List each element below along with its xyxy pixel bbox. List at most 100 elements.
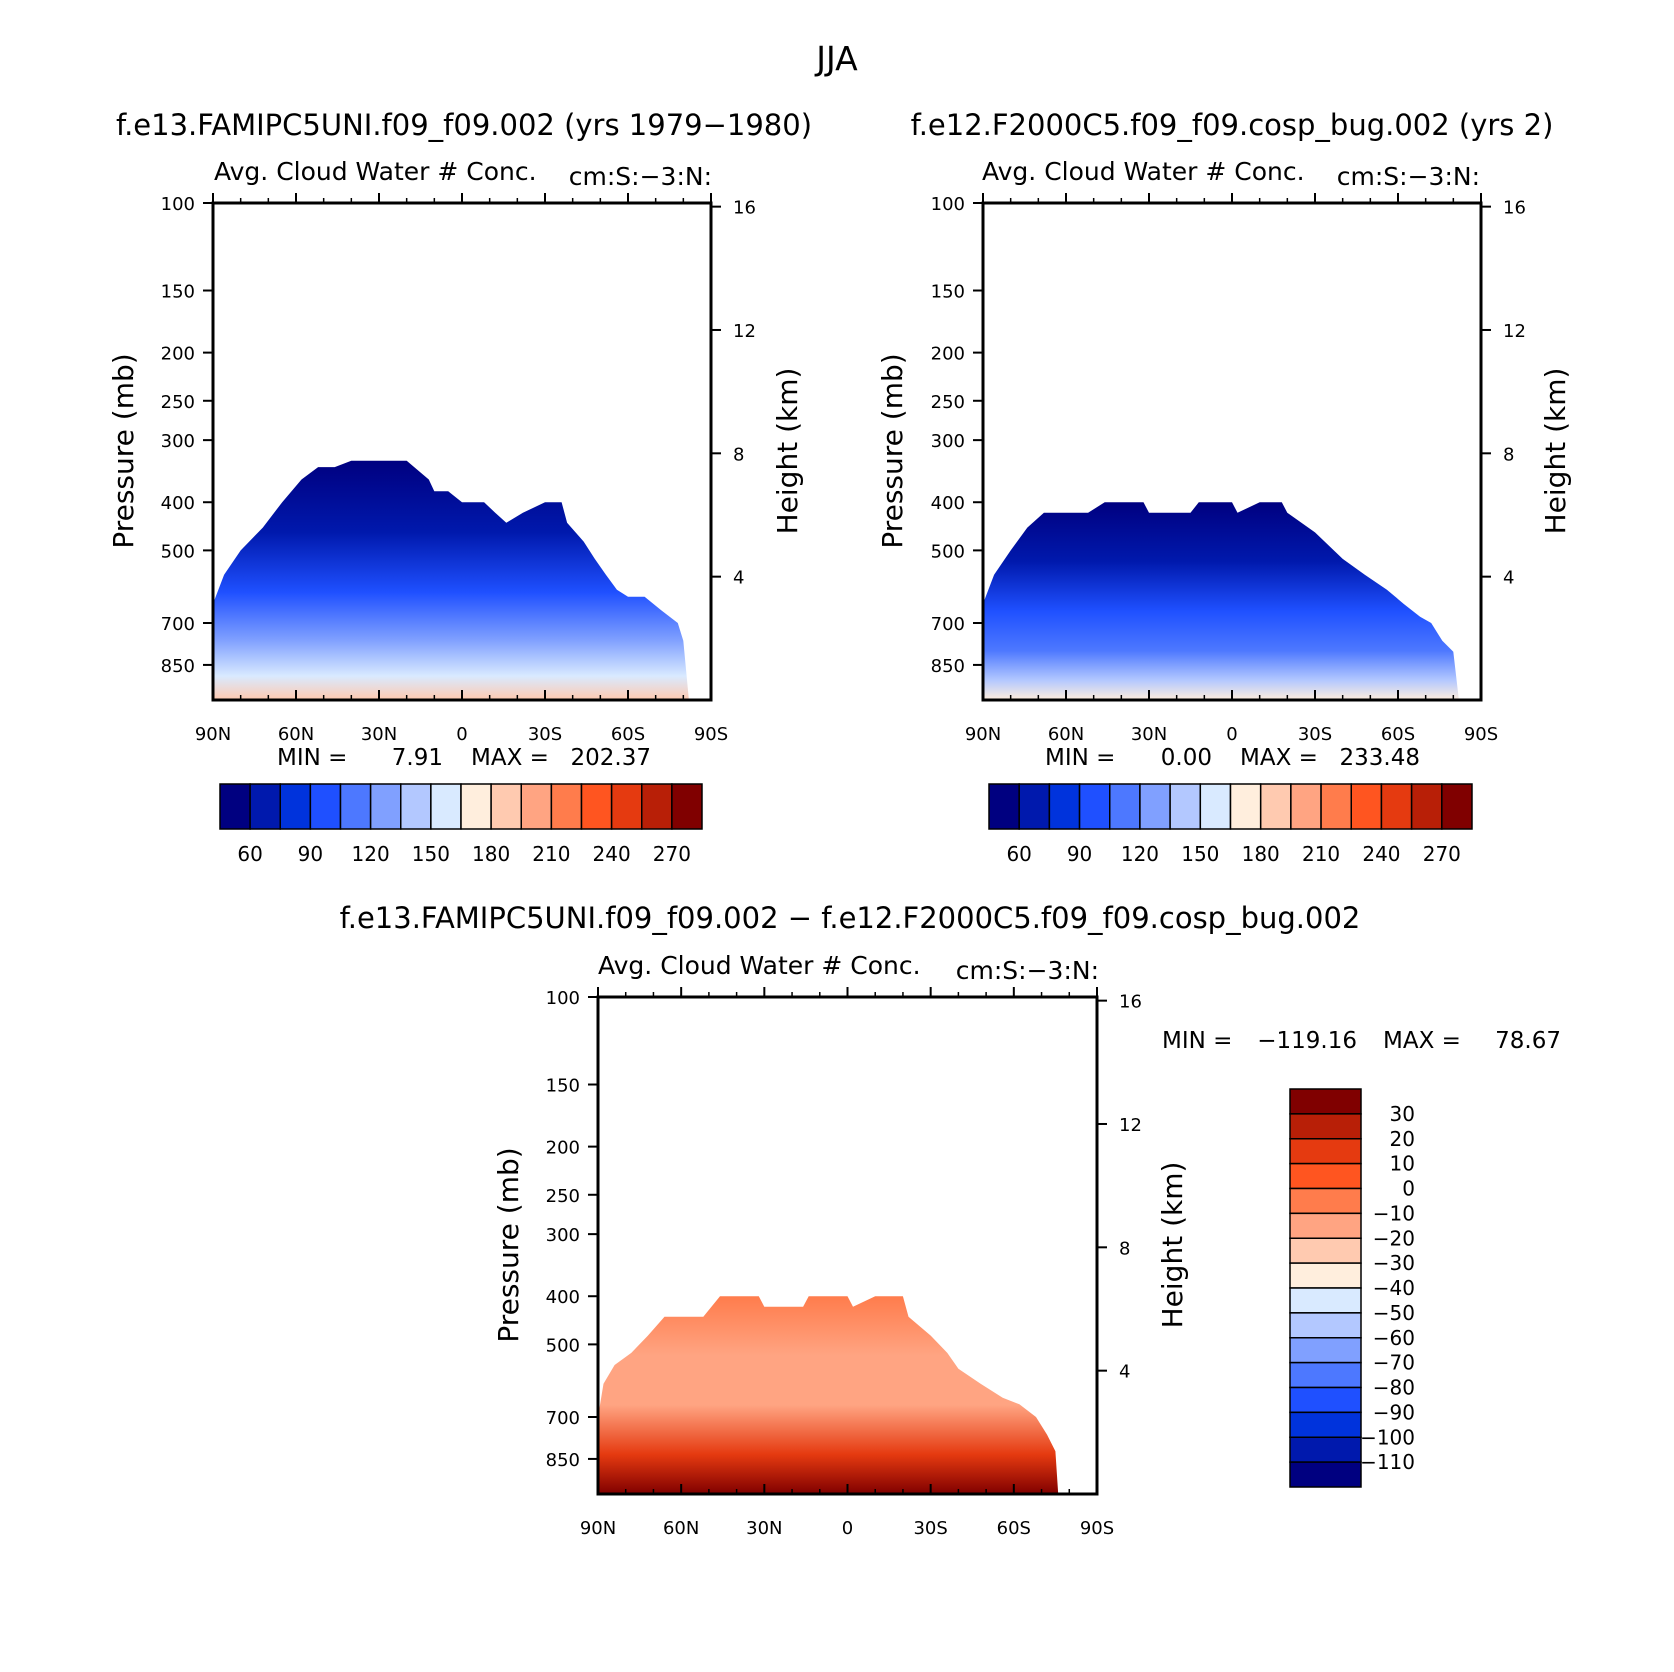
colorbar-label: −90 <box>1373 1400 1415 1424</box>
y-tick-label: 100 <box>161 194 195 215</box>
colorbar-box <box>1078 783 1111 830</box>
colorbar-label: 240 <box>593 842 631 866</box>
panel-top-right: f.e12.F2000C5.f09_f09.cosp_bug.002 (yrs … <box>876 108 1572 866</box>
x-tick-label: 90S <box>694 724 728 745</box>
colorbar-label: 90 <box>1067 842 1092 866</box>
y-tick-label: 500 <box>546 1335 580 1356</box>
y2-tick-label: 16 <box>1503 198 1526 219</box>
y2-tick-label: 16 <box>1119 992 1142 1013</box>
colorbar-box <box>1259 783 1292 830</box>
min-value: 0.00 <box>1161 745 1212 771</box>
max-value: 78.67 <box>1495 1028 1561 1054</box>
y-tick-label: 500 <box>161 541 195 562</box>
colorbar-label: 60 <box>237 842 262 866</box>
field-subtitle: Avg. Cloud Water # Conc. <box>982 157 1305 186</box>
colorbar-label: 10 <box>1390 1152 1415 1176</box>
colorbar-box <box>1289 1287 1362 1314</box>
x-tick-label: 30S <box>528 724 562 745</box>
max-value: 233.48 <box>1340 745 1420 771</box>
y-tick-label: 250 <box>546 1186 580 1207</box>
x-tick-label: 30S <box>1298 724 1332 745</box>
colorbar-box <box>309 783 342 830</box>
y-axis-label: Pressure (mb) <box>107 353 140 548</box>
colorbar-label: −60 <box>1373 1326 1415 1350</box>
case-title: f.e13.FAMIPC5UNI.f09_f09.002 − f.e12.F20… <box>340 901 1361 935</box>
data-region <box>598 1296 1059 1494</box>
field-subtitle: Avg. Cloud Water # Conc. <box>598 951 921 980</box>
colorbar-box <box>1289 1162 1362 1190</box>
y-tick-label: 150 <box>931 282 965 303</box>
colorbar-label: 30 <box>1390 1102 1415 1126</box>
ticks: 90N 60N 30N 0 30S 60S 90S 100 150 200 250 300 400 500… <box>546 987 1142 1539</box>
plot-area: 90N 60N 30N 0 30S 60S 90S 100 150 200 250 300 400 500… <box>931 193 1526 745</box>
colorbar-label: −70 <box>1373 1351 1415 1375</box>
y2-tick-label: 8 <box>733 444 744 465</box>
x-tick-label: 30N <box>746 1518 782 1539</box>
colorbar-box <box>1199 783 1232 830</box>
colorbar-box <box>1320 783 1352 830</box>
x-tick-label: 90N <box>965 724 1001 745</box>
x-tick-label: 90N <box>195 724 231 745</box>
colorbar-label: 150 <box>1181 842 1219 866</box>
colorbar: 60 90 120 150 180 210 240 270 <box>988 783 1473 866</box>
colorbar-box <box>610 783 643 830</box>
plot-area: 90N 60N 30N 0 30S 60S 90S 100 150 200 250 300 400 500… <box>546 987 1142 1539</box>
y-tick-label: 250 <box>931 392 965 413</box>
x-tick-label: 60N <box>1048 724 1084 745</box>
colorbar-box <box>1410 783 1443 830</box>
colorbar-label: −100 <box>1360 1425 1415 1449</box>
colorbar-label: −40 <box>1373 1276 1415 1300</box>
colorbar-box <box>400 783 432 830</box>
x-tick-label: 30N <box>361 724 397 745</box>
data-fill <box>983 502 1459 700</box>
colorbar-box <box>1289 1237 1362 1264</box>
max-label: MAX = <box>1240 745 1318 771</box>
colorbar-box <box>1289 1138 1362 1165</box>
ticks: 90N 60N 30N 0 30S 60S 90S 100 150 200 250 300 400 500… <box>161 193 756 745</box>
colorbar-box <box>339 783 372 830</box>
x-tick-label: 60S <box>1381 724 1415 745</box>
y2-tick-label: 12 <box>733 321 756 342</box>
x-tick-label: 60N <box>663 1518 699 1539</box>
colorbar: 60 90 120 150 180 210 240 270 <box>219 783 703 866</box>
colorbar-box <box>1289 1337 1362 1364</box>
y2-tick-label: 4 <box>733 568 744 589</box>
colorbar-box <box>1289 1386 1362 1414</box>
colorbar-box <box>520 783 553 830</box>
y-tick-label: 150 <box>161 282 195 303</box>
y-tick-label: 300 <box>161 431 195 452</box>
max-value: 202.37 <box>571 745 651 771</box>
min-label: MIN = <box>277 745 347 771</box>
colorbar-label: 270 <box>1423 842 1461 866</box>
colorbar-label: 270 <box>653 842 691 866</box>
x-tick-label: 30S <box>913 1518 947 1539</box>
colorbar-box <box>1289 1262 1362 1289</box>
y-tick-label: 300 <box>931 431 965 452</box>
colorbar-box <box>1441 783 1473 830</box>
colorbar-label: 20 <box>1390 1127 1415 1151</box>
colorbar-box <box>1018 783 1051 830</box>
colorbar-box <box>671 783 703 830</box>
x-tick-label: 60S <box>611 724 645 745</box>
colorbar-label: 210 <box>532 842 570 866</box>
y-tick-label: 400 <box>161 493 195 514</box>
colorbar-box <box>249 783 281 830</box>
colorbar-box <box>460 783 492 830</box>
colorbar-box <box>1289 1461 1362 1488</box>
x-tick-label: 0 <box>1226 724 1237 745</box>
colorbar-box <box>369 783 402 830</box>
panel-top-left: f.e13.FAMIPC5UNI.f09_f09.002 (yrs 1979−1… <box>107 108 812 866</box>
y-tick-label: 850 <box>931 656 965 677</box>
y2-tick-label: 8 <box>1119 1238 1130 1259</box>
colorbar-box <box>1109 783 1141 830</box>
y-axis-label: Pressure (mb) <box>492 1147 525 1342</box>
colorbar-label: −80 <box>1373 1376 1415 1400</box>
colorbar-box <box>988 783 1020 830</box>
x-tick-label: 90N <box>580 1518 616 1539</box>
panel-difference: f.e13.FAMIPC5UNI.f09_f09.002 − f.e12.F20… <box>340 901 1561 1539</box>
colorbar-label: −50 <box>1373 1301 1415 1325</box>
colorbar-box <box>1169 783 1202 830</box>
ticks: 90N 60N 30N 0 30S 60S 90S 100 150 200 250 300 400 500… <box>931 193 1526 745</box>
colorbar-label: 240 <box>1362 842 1400 866</box>
